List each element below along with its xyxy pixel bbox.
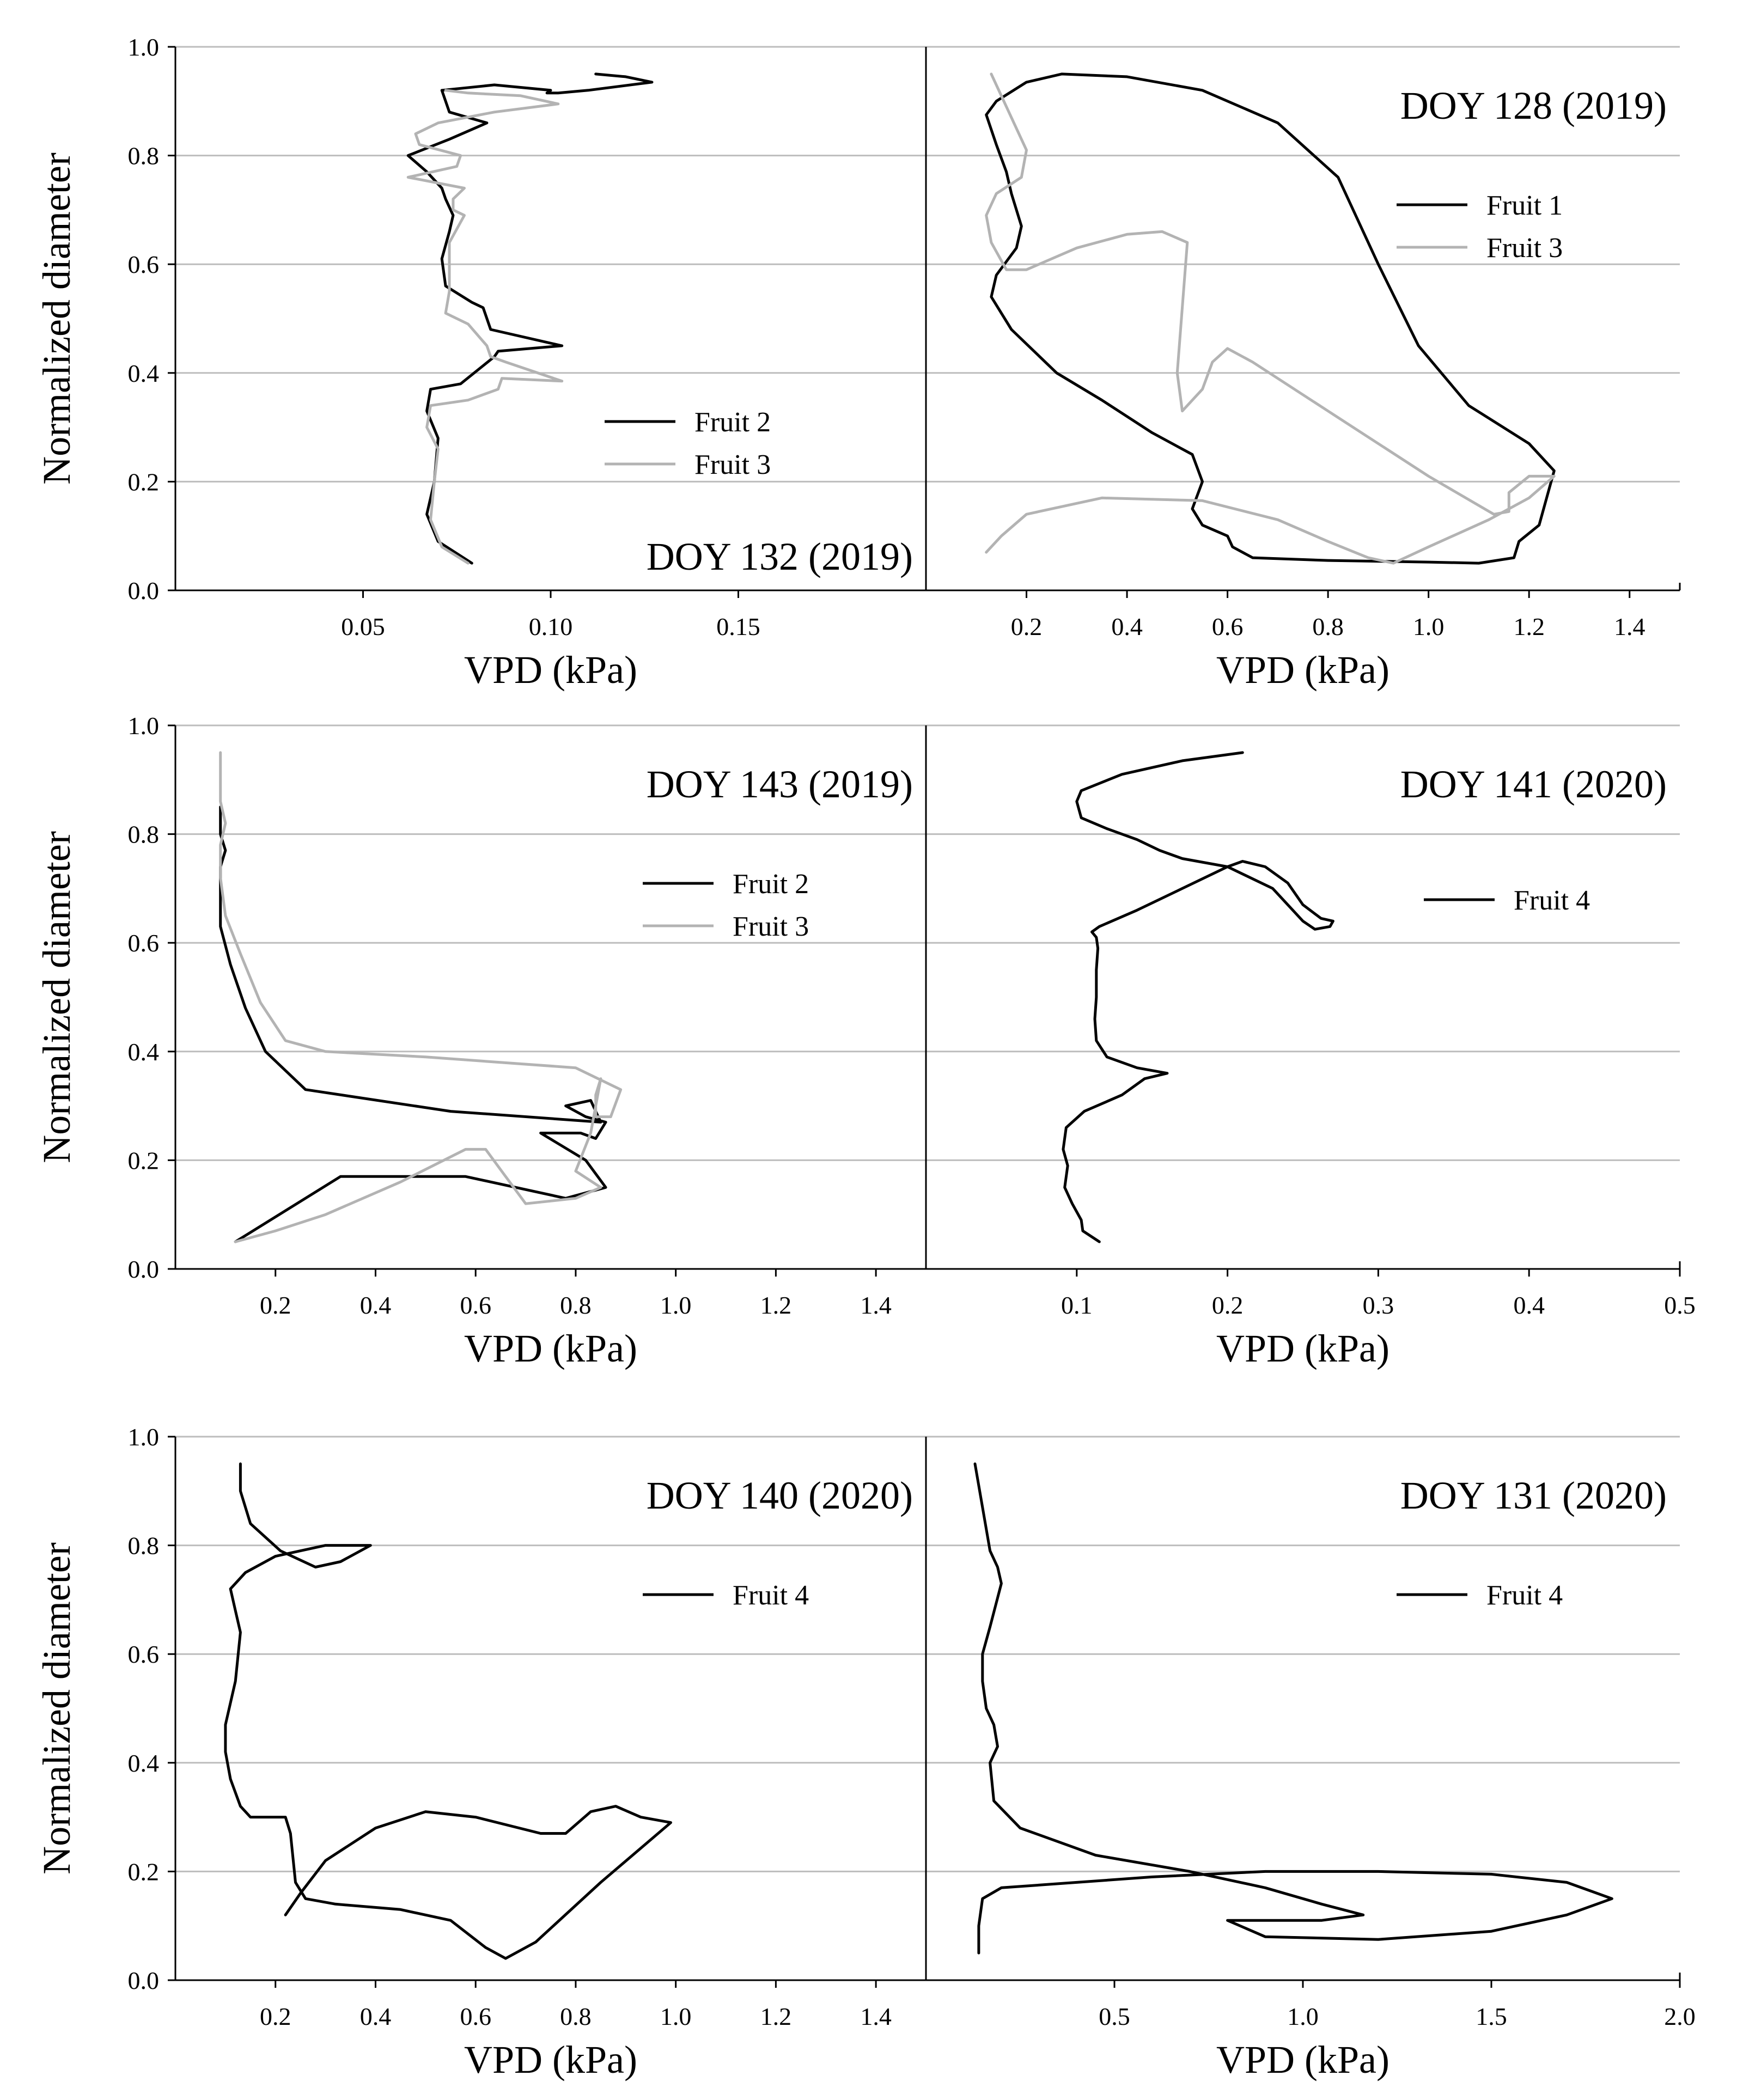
y-axis-label: Normalized diameter	[35, 1542, 78, 1875]
x-tick-label: 1.2	[760, 2003, 792, 2030]
panel-title: DOY 141 (2020)	[1400, 762, 1667, 806]
y-tick-label: 1.0	[128, 33, 160, 61]
x-tick-label: 0.2	[1212, 1291, 1244, 1319]
y-tick-label: 0.4	[128, 1038, 160, 1066]
y-tick-label: 0.8	[128, 142, 160, 170]
x-tick-label: 1.0	[660, 1291, 692, 1319]
series-line-fruit-3	[985, 72, 1556, 565]
panel-doy-140-2020: 0.2 0.4 0.6 0.8 1.0 1.2 1.4 0.0 0.2 0.4 0.6 0.8 1.0 D…	[35, 1423, 926, 2081]
x-tick-label: 0.6	[460, 2003, 491, 2030]
y-tick-label: 0.8	[128, 821, 160, 848]
series-line-fruit-3	[406, 89, 564, 565]
x-axis-label: VPD (kPa)	[464, 1327, 637, 1370]
y-tick-label: 0.2	[128, 1146, 160, 1174]
x-tick-label: 1.0	[1413, 613, 1445, 640]
x-axis-label: VPD (kPa)	[464, 2038, 637, 2081]
panel-title: DOY 132 (2019)	[647, 535, 913, 578]
y-tick-label: 1.0	[128, 712, 160, 740]
y-tick-label: 0.2	[128, 1858, 160, 1885]
y-tick-label: 0.0	[128, 577, 160, 605]
panel-title: DOY 140 (2020)	[647, 1474, 913, 1517]
legend-label: Fruit 1	[1486, 190, 1563, 221]
x-axis-label: VPD (kPa)	[1216, 648, 1389, 692]
y-tick-label: 0.4	[128, 359, 160, 387]
y-tick-label: 0.8	[128, 1532, 160, 1560]
series-line-fruit-1	[985, 72, 1556, 565]
panel-doy-132-2019: 0.05 0.10 0.15 0.0 0.2 0.4 0.6 0.8 1.0 DOY 132 (2…	[35, 33, 926, 692]
x-axis-label: VPD (kPa)	[1216, 1327, 1389, 1370]
y-axis-label: Normalized diameter	[35, 152, 78, 485]
x-tick-label: 1.4	[860, 2003, 892, 2030]
x-tick-label: 0.4	[1111, 613, 1143, 640]
legend-label: Fruit 3	[1486, 233, 1563, 264]
panel-title: DOY 131 (2020)	[1400, 1474, 1667, 1517]
y-tick-label: 0.6	[128, 251, 160, 278]
y-tick-label: 1.0	[128, 1423, 160, 1451]
x-tick-label: 0.4	[360, 2003, 392, 2030]
series-line-fruit-3	[219, 751, 623, 1243]
x-tick-label: 0.8	[560, 2003, 592, 2030]
x-tick-label: 0.05	[341, 613, 385, 640]
x-tick-label: 0.6	[1212, 613, 1244, 640]
x-tick-label: 0.8	[1312, 613, 1344, 640]
x-tick-label: 0.2	[1011, 613, 1043, 640]
x-tick-label: 0.10	[529, 613, 573, 640]
x-tick-label: 1.5	[1476, 2003, 1507, 2030]
panel-doy-141-2020: 0.1 0.2 0.3 0.4 0.5 DOY 141 (2020) Fruit 4 VPD …	[925, 724, 1696, 1370]
x-tick-label: 1.2	[1513, 613, 1545, 640]
x-tick-label: 1.0	[1287, 2003, 1319, 2030]
x-tick-label: 1.4	[860, 1291, 892, 1319]
y-tick-label: 0.0	[128, 1255, 160, 1283]
x-tick-label: 0.8	[560, 1291, 592, 1319]
x-tick-label: 0.3	[1363, 1291, 1394, 1319]
x-axis-label: VPD (kPa)	[1216, 2038, 1389, 2081]
y-tick-label: 0.0	[128, 1967, 160, 1994]
series-line-fruit-4	[973, 1462, 1613, 1955]
x-tick-label: 1.4	[1614, 613, 1646, 640]
x-tick-label: 1.0	[660, 2003, 692, 2030]
panel-title: DOY 143 (2019)	[647, 762, 913, 806]
x-tick-label: 1.2	[760, 1291, 792, 1319]
legend-label: Fruit 4	[1514, 885, 1590, 916]
y-tick-label: 0.6	[128, 929, 160, 957]
x-tick-label: 0.15	[716, 613, 760, 640]
legend-label: Fruit 4	[733, 1580, 809, 1611]
panel-doy-131-2020: 0.5 1.0 1.5 2.0 DOY 131 (2020) Fruit 4 VPD (kP…	[925, 1436, 1696, 2081]
y-tick-label: 0.4	[128, 1749, 160, 1777]
x-tick-label: 0.4	[1513, 1291, 1545, 1319]
legend-label: Fruit 3	[694, 449, 771, 480]
y-tick-label: 0.6	[128, 1640, 160, 1668]
panel-title: DOY 128 (2019)	[1400, 84, 1667, 127]
x-tick-label: 0.1	[1061, 1291, 1093, 1319]
x-tick-label: 2.0	[1664, 2003, 1696, 2030]
series-line-fruit-4	[1062, 751, 1334, 1243]
legend-label: Fruit 4	[1486, 1580, 1563, 1611]
legend-label: Fruit 2	[694, 407, 771, 438]
series-line-fruit-2	[219, 805, 607, 1243]
y-tick-label: 0.2	[128, 468, 160, 496]
x-tick-label: 0.2	[260, 2003, 291, 2030]
x-tick-label: 0.6	[460, 1291, 491, 1319]
legend-label: Fruit 3	[733, 911, 809, 942]
series-line-fruit-4	[224, 1462, 672, 1960]
y-axis-label: Normalized diameter	[35, 831, 78, 1163]
x-tick-label: 0.4	[360, 1291, 392, 1319]
legend-label: Fruit 2	[733, 869, 809, 900]
x-tick-label: 0.5	[1664, 1291, 1696, 1319]
x-tick-label: 0.2	[260, 1291, 291, 1319]
series-line-fruit-2	[406, 72, 654, 565]
x-axis-label: VPD (kPa)	[464, 648, 637, 692]
x-tick-label: 0.5	[1099, 2003, 1130, 2030]
panel-doy-143-2019: 0.2 0.4 0.6 0.8 1.0 1.2 1.4 0.0 0.2 0.4 0.6 0.8 1.0 D…	[35, 712, 926, 1370]
panel-doy-128-2019: 0.2 0.4 0.6 0.8 1.0 1.2 1.4 DOY 128 (2019) Fruit…	[925, 46, 1681, 692]
